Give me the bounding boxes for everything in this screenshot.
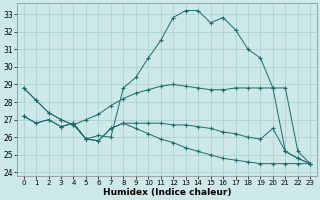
X-axis label: Humidex (Indice chaleur): Humidex (Indice chaleur) (103, 188, 231, 197)
